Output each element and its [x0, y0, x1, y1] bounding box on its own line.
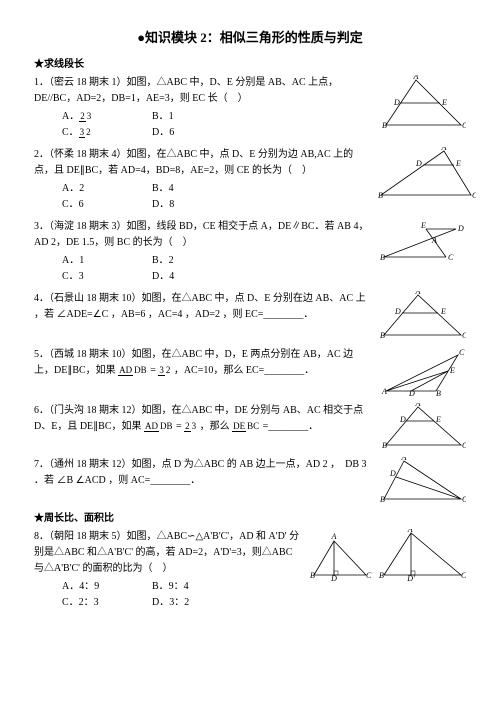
p6-figure: A B C D E — [376, 403, 466, 451]
svg-text:B: B — [310, 571, 315, 580]
svg-text:C: C — [366, 571, 372, 580]
svg-text:D: D — [399, 415, 406, 424]
p8-stem: 8．（朝阳 18 期末 5）如图，△ABC∽△A'B'C'，AD 和 A'D' … — [34, 529, 300, 577]
p3-figure: E D B C A — [376, 219, 466, 263]
svg-text:A: A — [415, 291, 421, 296]
svg-text:C: C — [462, 331, 466, 340]
svg-text:E: E — [449, 366, 455, 375]
svg-text:C: C — [448, 253, 454, 262]
p4-stem: 4．（石景山 18 期末 10）如图，在△ABC 中，点 D、E 分别在边 AB… — [34, 291, 370, 323]
p3-stem: 3．（海淀 18 期末 3）如图，线段 BD，CE 相交于点 A，DE∥BC．若… — [34, 219, 370, 251]
svg-text:D: D — [330, 574, 337, 581]
section-ratio: ★周长比、面积比 — [34, 511, 466, 527]
p1-d: D．6 — [152, 125, 242, 141]
svg-text:B: B — [378, 191, 383, 199]
svg-text:E: E — [441, 98, 447, 107]
p1-figure: A B C D E — [376, 75, 466, 130]
svg-text:A: A — [431, 236, 437, 245]
svg-text:C: C — [462, 495, 466, 504]
svg-text:A: A — [413, 75, 419, 81]
svg-text:C: C — [462, 441, 466, 450]
p1-a: A． — [62, 111, 79, 122]
problem-5: 5．（西城 18 期末 10）如图，在△ABC 中，D，E 两点分别在 AB，A… — [34, 347, 466, 397]
p1-stem: 1．（密云 18 期末 1）如图，△ABC 中，D、E 分别是 AB、AC 上点… — [34, 75, 370, 107]
svg-text:B: B — [382, 441, 387, 450]
svg-text:D: D — [394, 307, 401, 316]
svg-text:E: E — [435, 415, 441, 424]
page-title: ●知识模块 2：相似三角形的性质与判定 — [34, 28, 466, 49]
p1-c: C． — [62, 127, 79, 138]
svg-text:D: D — [389, 469, 396, 478]
p8-figure: A B D C A' B' D' C' — [306, 529, 466, 581]
svg-text:B: B — [380, 495, 385, 504]
svg-text:C: C — [472, 191, 476, 199]
svg-text:B: B — [380, 253, 385, 262]
p2-figure: A B C D E — [376, 147, 466, 199]
svg-text:D: D — [393, 98, 400, 107]
p5-figure: C E A D B — [376, 347, 466, 397]
svg-text:B': B' — [379, 571, 386, 580]
section-segment: ★求线段长 — [34, 57, 466, 73]
problem-1: 1．（密云 18 期末 1）如图，△ABC 中，D、E 分别是 AB、AC 上点… — [34, 75, 466, 141]
p2-stem: 2．（怀柔 18 期末 4）如图，在△ABC 中，点 D、E 分别为边 AB,A… — [34, 147, 370, 179]
svg-text:B: B — [382, 121, 387, 130]
svg-text:C: C — [459, 348, 465, 357]
svg-text:D: D — [415, 159, 422, 168]
svg-text:A: A — [331, 532, 337, 541]
problem-4: 4．（石景山 18 期末 10）如图，在△ABC 中，点 D、E 分别在边 AB… — [34, 291, 466, 341]
p7-figure: A D B C — [376, 457, 466, 505]
p5-tail: ，AC=10，那么 EC=________． — [174, 365, 314, 376]
problem-8: 8．（朝阳 18 期末 5）如图，△ABC∽△A'B'C'，AD 和 A'D' … — [34, 529, 466, 611]
problem-2: 2．（怀柔 18 期末 4）如图，在△ABC 中，点 D、E 分别为边 AB,A… — [34, 147, 466, 213]
svg-text:A: A — [441, 147, 447, 152]
svg-text:C': C' — [461, 571, 466, 580]
p6-tail: =________． — [263, 421, 319, 432]
svg-text:D: D — [408, 389, 415, 397]
svg-text:A: A — [415, 403, 421, 408]
svg-text:A: A — [401, 457, 407, 462]
svg-text:B: B — [436, 389, 441, 397]
svg-text:E: E — [455, 159, 461, 168]
svg-text:E: E — [420, 221, 426, 230]
svg-text:A': A' — [407, 529, 415, 534]
problem-3: 3．（海淀 18 期末 3）如图，线段 BD，CE 相交于点 A，DE∥BC．若… — [34, 219, 466, 285]
problem-7: 7．（通州 18 期末 12）如图，点 D 为△ABC 的 AB 边上一点，AD… — [34, 457, 466, 505]
svg-text:B: B — [380, 331, 385, 340]
p7-stem: 7．（通州 18 期末 12）如图，点 D 为△ABC 的 AB 边上一点，AD… — [34, 457, 370, 489]
svg-text:D': D' — [406, 574, 415, 581]
svg-text:C: C — [462, 121, 466, 130]
svg-text:A: A — [381, 387, 387, 396]
svg-text:E: E — [440, 307, 446, 316]
p4-figure: A B C D E — [376, 291, 466, 341]
svg-text:D: D — [457, 224, 464, 233]
p1-b: B．1 — [152, 109, 242, 125]
problem-6: 6．（门头沟 18 期末 12）如图，在△ABC 中，DE 分别与 AB、AC … — [34, 403, 466, 451]
